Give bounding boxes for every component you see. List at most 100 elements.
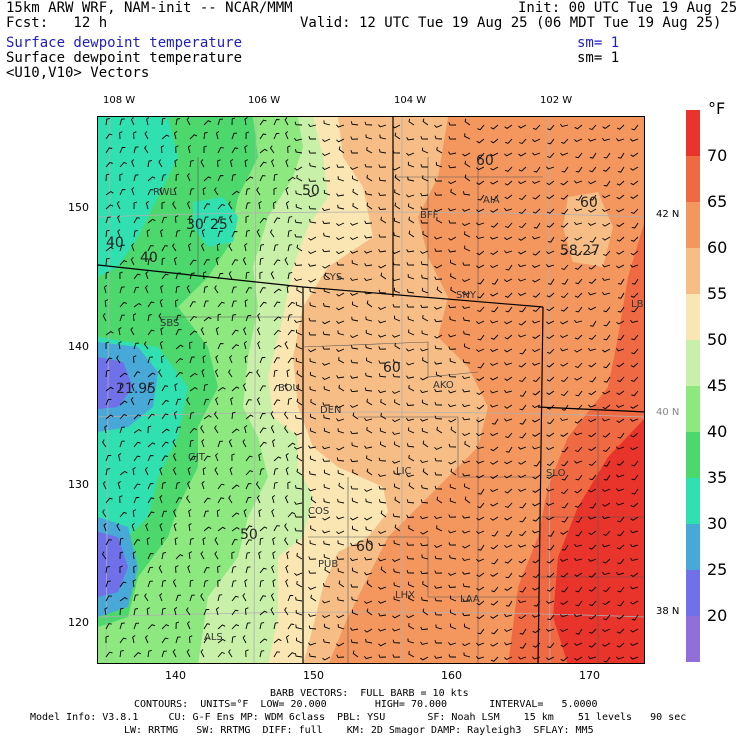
wind-barb: [589, 502, 597, 509]
wind-barb: [420, 250, 429, 254]
wind-barb: [420, 459, 429, 464]
wind-barb: [588, 418, 597, 423]
wind-barb: [546, 264, 555, 268]
wind-barb: [285, 159, 289, 168]
wind-barb: [131, 523, 135, 532]
wind-barb: [408, 118, 415, 126]
wind-barb: [309, 358, 317, 364]
wind-barb: [462, 571, 471, 575]
wind-barb: [435, 371, 443, 378]
wind-barb: [532, 404, 541, 409]
wind-barb: [364, 600, 373, 604]
wind-barb: [189, 341, 193, 350]
wind-barb: [490, 404, 499, 408]
wind-barb: [104, 425, 108, 434]
wind-barb: [477, 334, 485, 341]
wind-barb: [322, 530, 331, 534]
wind-barb: [119, 470, 128, 476]
contour-band-65: [553, 419, 644, 663]
wind-barb: [406, 348, 415, 352]
contour-band-55: [563, 192, 613, 267]
wind-barb: [392, 460, 401, 464]
wind-barb: [603, 586, 611, 593]
wind-barb: [365, 372, 373, 378]
wind-barb: [406, 362, 415, 366]
wind-barb: [421, 274, 429, 280]
wind-barb: [616, 474, 625, 478]
wind-barb: [575, 390, 583, 397]
wind-barb: [408, 203, 415, 210]
wind-barb: [105, 147, 113, 154]
wind-barb: [133, 455, 141, 462]
wind-barb: [269, 229, 275, 238]
wind-barb: [118, 341, 122, 350]
wind-barb: [616, 418, 625, 423]
wind-barb: [119, 607, 124, 616]
wind-barb: [103, 523, 107, 532]
wind-barb: [380, 441, 387, 448]
wind-barb: [245, 414, 254, 420]
wind-barb: [201, 229, 205, 238]
wind-barb: [322, 248, 331, 253]
wind-barb: [187, 565, 191, 574]
wind-barb: [490, 362, 499, 366]
wind-barb: [187, 145, 191, 154]
wind-barb: [308, 445, 317, 449]
wind-barb: [322, 656, 331, 661]
wind-barb: [161, 552, 167, 560]
wind-barb: [532, 432, 541, 437]
wind-barb: [617, 530, 625, 537]
wind-barb: [215, 131, 220, 140]
wind-barb: [602, 418, 611, 422]
wind-barb: [476, 418, 485, 423]
wind-barb: [308, 178, 317, 182]
wind-barb: [147, 649, 152, 658]
wind-barb: [532, 502, 541, 507]
wind-barb: [589, 166, 597, 173]
wind-barb: [158, 159, 163, 168]
wind-barb: [420, 261, 429, 266]
wind-barb: [323, 288, 331, 294]
wind-barb: [296, 552, 303, 560]
wind-barb: [203, 414, 212, 420]
wind-barb: [420, 220, 428, 224]
wind-barb: [133, 483, 141, 490]
wind-barb: [273, 468, 279, 476]
wind-barb: [603, 446, 611, 452]
wind-barb: [228, 495, 233, 504]
wind-barb: [436, 426, 443, 434]
wind-barb: [477, 502, 485, 509]
wind-barb: [102, 509, 107, 518]
wind-barb: [133, 286, 140, 294]
wind-barb: [231, 314, 237, 322]
wind-barb: [378, 234, 387, 238]
wind-barb: [245, 622, 251, 630]
wind-barb: [231, 300, 237, 308]
wind-barb: [630, 208, 639, 214]
wind-barb: [380, 412, 387, 420]
wind-barb: [476, 586, 485, 591]
wind-barb: [294, 277, 303, 282]
wind-barb: [294, 121, 303, 126]
wind-barb: [189, 439, 194, 448]
wind-barb: [322, 264, 331, 269]
wind-barb: [200, 551, 205, 560]
wind-barb: [546, 460, 555, 466]
wind-barb: [378, 542, 387, 547]
wind-barb: [133, 608, 139, 616]
wind-barb: [366, 538, 373, 546]
wind-barb: [504, 516, 513, 521]
wind-barb: [532, 628, 541, 634]
forecast-hour: Fcst: 12 h: [6, 15, 108, 31]
wind-barb: [228, 649, 233, 658]
wind-barb: [448, 390, 457, 394]
wind-barb: [602, 166, 611, 172]
wind-barb: [203, 216, 209, 224]
wind-barb: [243, 341, 247, 350]
wind-barb: [102, 481, 107, 490]
wind-barb: [231, 117, 236, 126]
legend-value: 55: [707, 284, 728, 303]
wind-barb: [434, 178, 443, 182]
wind-barb: [243, 509, 247, 518]
wind-barb: [602, 488, 611, 492]
